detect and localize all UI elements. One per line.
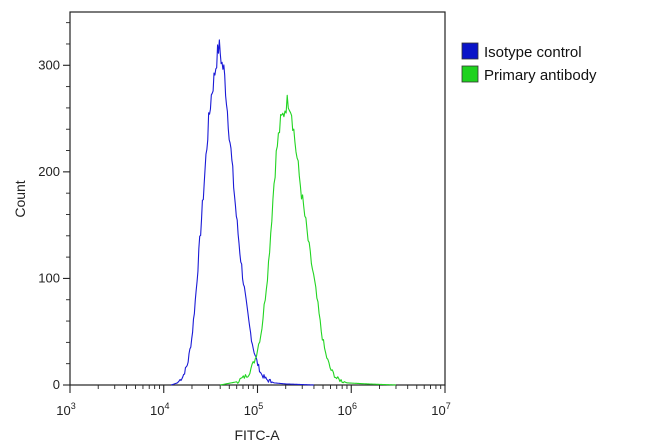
y-axis-ticks: 0 100 200 300 <box>38 22 70 392</box>
x-tick-label: 105 <box>244 401 263 418</box>
series-line-isotype-control <box>170 39 314 386</box>
x-tick-label: 107 <box>431 401 450 418</box>
y-axis-title: Count <box>12 180 28 217</box>
legend-swatch-primary <box>461 65 479 83</box>
legend-label-isotype: Isotype control <box>484 44 582 61</box>
x-tick-label: 106 <box>338 401 357 418</box>
series-line-primary-antibody <box>220 94 396 386</box>
y-tick-label: 0 <box>53 377 60 392</box>
legend: Isotype control Primary antibody <box>461 42 597 84</box>
series-layer <box>170 39 396 386</box>
legend-swatch-isotype <box>461 42 479 60</box>
x-tick-label: 103 <box>56 401 75 418</box>
x-tick-label: 104 <box>150 401 169 418</box>
legend-label-primary: Primary antibody <box>484 67 597 84</box>
plot-frame <box>69 11 446 386</box>
x-axis-title: FITC-A <box>234 427 280 443</box>
y-tick-label: 300 <box>38 57 60 72</box>
y-tick-label: 200 <box>38 164 60 179</box>
x-axis-ticks: 103 104 105 106 107 <box>56 385 451 418</box>
y-tick-label: 100 <box>38 270 60 285</box>
